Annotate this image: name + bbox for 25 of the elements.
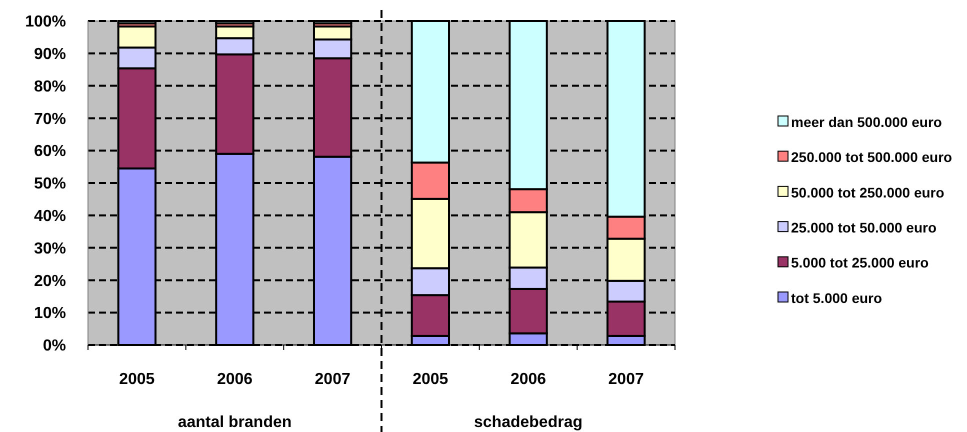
y-tick-label: 50%: [34, 176, 66, 193]
text: schadebedrag: [474, 414, 582, 431]
y-tick-label: 70%: [34, 110, 66, 128]
legend-label: 25.000 tot 50.000 euro: [791, 220, 937, 236]
y-tick-label: 30%: [34, 240, 66, 258]
y-tick-label: 20%: [34, 272, 66, 290]
y-tick-label: 80%: [34, 78, 66, 96]
x-tick-label: 2005: [119, 371, 155, 388]
y-tick-label: 10%: [34, 305, 66, 322]
y-tick-label: 100%: [25, 14, 66, 31]
legend-label: 50.000 tot 250.000 euro: [791, 184, 944, 200]
y-tick-label: 60%: [34, 143, 66, 160]
legend-label: meer dan 500.000 euro: [791, 114, 942, 130]
y-tick-label: 90%: [34, 46, 66, 63]
legend-label: 5.000 tot 25.000 euro: [791, 254, 929, 271]
x-tick-label: 2007: [608, 371, 644, 388]
x-tick-label: 2007: [314, 371, 350, 388]
y-tick-label: 40%: [34, 208, 66, 225]
x-tick-label: 2006: [510, 371, 546, 388]
legend-label: tot 5.000 euro: [791, 290, 882, 306]
x-tick-label: 2005: [412, 371, 448, 388]
text: aantal branden: [178, 414, 292, 431]
y-tick-label: 0%: [42, 338, 66, 355]
legend-label: 250.000 tot 500.000 euro: [791, 149, 952, 166]
x-tick-label: 2006: [216, 371, 253, 388]
